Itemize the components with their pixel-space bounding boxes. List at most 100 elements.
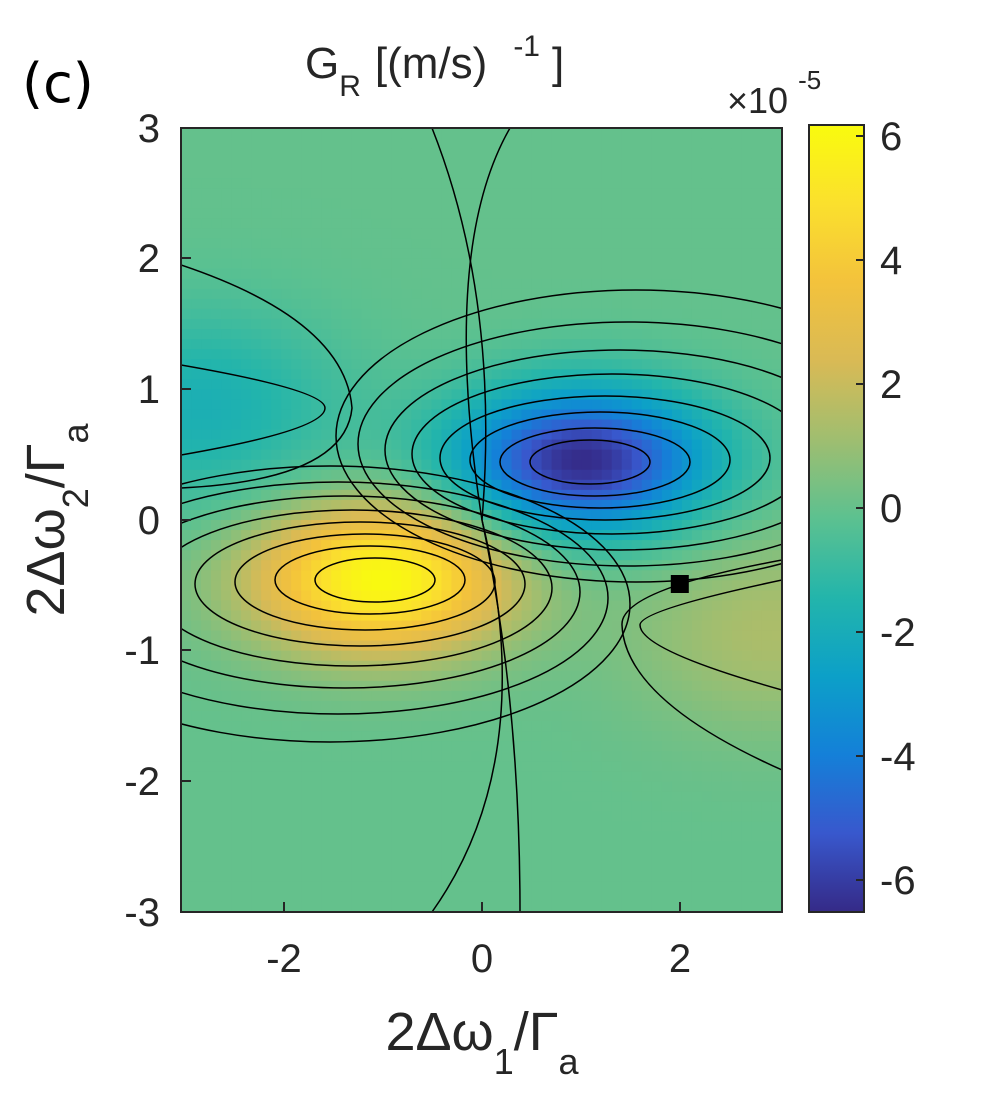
heatmap-cell: [761, 439, 773, 451]
heatmap-cell: [481, 138, 493, 149]
heatmap-cell: [571, 399, 583, 411]
heatmap-cell: [441, 318, 453, 330]
heatmap-cell: [741, 761, 753, 772]
heatmap-cell: [351, 369, 362, 380]
heatmap-cell: [481, 188, 493, 199]
heatmap-cell: [521, 630, 533, 642]
heatmap-cell: [551, 298, 563, 310]
heatmap-cell: [371, 429, 382, 441]
heatmap-cell: [311, 710, 322, 722]
heatmap-cell: [541, 449, 553, 461]
heatmap-cell: [671, 308, 683, 320]
y-tick-label: -2: [124, 760, 160, 804]
heatmap-cell: [451, 640, 463, 652]
heatmap-cell: [281, 580, 292, 591]
heatmap-cell: [331, 710, 342, 722]
heatmap-cell: [181, 690, 192, 702]
heatmap-cell: [471, 710, 483, 722]
heatmap-cell: [551, 439, 563, 451]
heatmap-cell: [671, 660, 683, 672]
heatmap-cell: [741, 680, 753, 692]
heatmap-cell: [551, 379, 563, 390]
heatmap-cell: [671, 288, 683, 300]
heatmap-cell: [411, 258, 422, 270]
heatmap-cell: [761, 178, 773, 189]
heatmap-cell: [331, 560, 342, 571]
heatmap-cell: [651, 831, 663, 843]
heatmap-cell: [341, 188, 352, 199]
heatmap-cell: [321, 721, 332, 732]
heatmap-cell: [301, 308, 312, 320]
heatmap-cell: [431, 429, 443, 441]
heatmap-cell: [291, 258, 302, 270]
contour-line: [411, 373, 782, 535]
heatmap-cell: [431, 771, 443, 782]
heatmap-cell: [291, 580, 302, 591]
heatmap-cell: [331, 238, 342, 250]
heatmap-cell: [551, 198, 563, 210]
heatmap-cell: [291, 308, 302, 320]
heatmap-cell: [591, 509, 603, 521]
heatmap-cell: [471, 339, 483, 350]
heatmap-cell: [641, 379, 653, 390]
heatmap-cell: [551, 449, 563, 461]
heatmap-cell: [281, 138, 292, 149]
heatmap-cell: [341, 399, 352, 411]
heatmap-cell: [281, 640, 292, 652]
heatmap-cell: [201, 318, 212, 330]
heatmap-cell: [371, 198, 382, 210]
heatmap-cell: [761, 731, 773, 742]
heatmap-cell: [431, 268, 443, 280]
heatmap-cell: [351, 751, 362, 762]
heatmap-cell: [231, 801, 242, 813]
heatmap-cell: [631, 550, 643, 561]
heatmap-cell: [501, 791, 513, 803]
heatmap-cell: [181, 550, 192, 561]
heatmap-cell: [721, 761, 733, 772]
heatmap-cell: [301, 560, 312, 571]
heatmap-cell: [451, 288, 463, 300]
heatmap-cell: [711, 329, 723, 340]
heatmap-cell: [571, 278, 583, 290]
heatmap-cell: [311, 359, 322, 370]
heatmap-cell: [731, 871, 743, 883]
heatmap-cell: [761, 670, 773, 682]
contour-lines: [181, 128, 782, 912]
heatmap-cell: [351, 600, 362, 612]
heatmap-cell: [531, 560, 543, 571]
heatmap-cell: [521, 429, 533, 441]
heatmap-cell: [251, 781, 262, 792]
heatmap-cell: [391, 610, 402, 622]
heatmap-cell: [331, 901, 342, 912]
heatmap-cell: [711, 811, 723, 823]
heatmap-cell: [271, 489, 282, 501]
heatmap-cell: [181, 208, 192, 220]
heatmap-cell: [601, 610, 613, 622]
heatmap-cell: [211, 751, 222, 762]
heatmap-cell: [481, 318, 493, 330]
heatmap-cell: [321, 188, 332, 199]
heatmap-cell: [571, 298, 583, 310]
heatmap-cell: [511, 731, 523, 742]
heatmap-cell: [201, 148, 212, 159]
heatmap-cell: [561, 168, 573, 179]
heatmap-cell: [441, 540, 453, 551]
heatmap-cell: [411, 379, 422, 390]
heatmap-cell: [231, 469, 242, 481]
heatmap-cell: [531, 861, 543, 873]
heatmap-cell: [491, 550, 503, 561]
heatmap-cell: [351, 359, 362, 370]
heatmap-cell: [771, 801, 782, 813]
heatmap-cell: [591, 761, 603, 772]
heatmap-cell: [251, 861, 262, 873]
heatmap-cell: [331, 288, 342, 300]
heatmap-cell: [701, 298, 713, 310]
heatmap-cell: [661, 831, 673, 843]
heatmap-cell: [331, 811, 342, 823]
heatmap-cell: [671, 590, 683, 602]
heatmap-cell: [421, 710, 433, 722]
heatmap-cell: [721, 288, 733, 300]
heatmap-cell: [711, 318, 723, 330]
heatmap-cell: [541, 389, 553, 400]
heatmap-cell: [221, 318, 232, 330]
